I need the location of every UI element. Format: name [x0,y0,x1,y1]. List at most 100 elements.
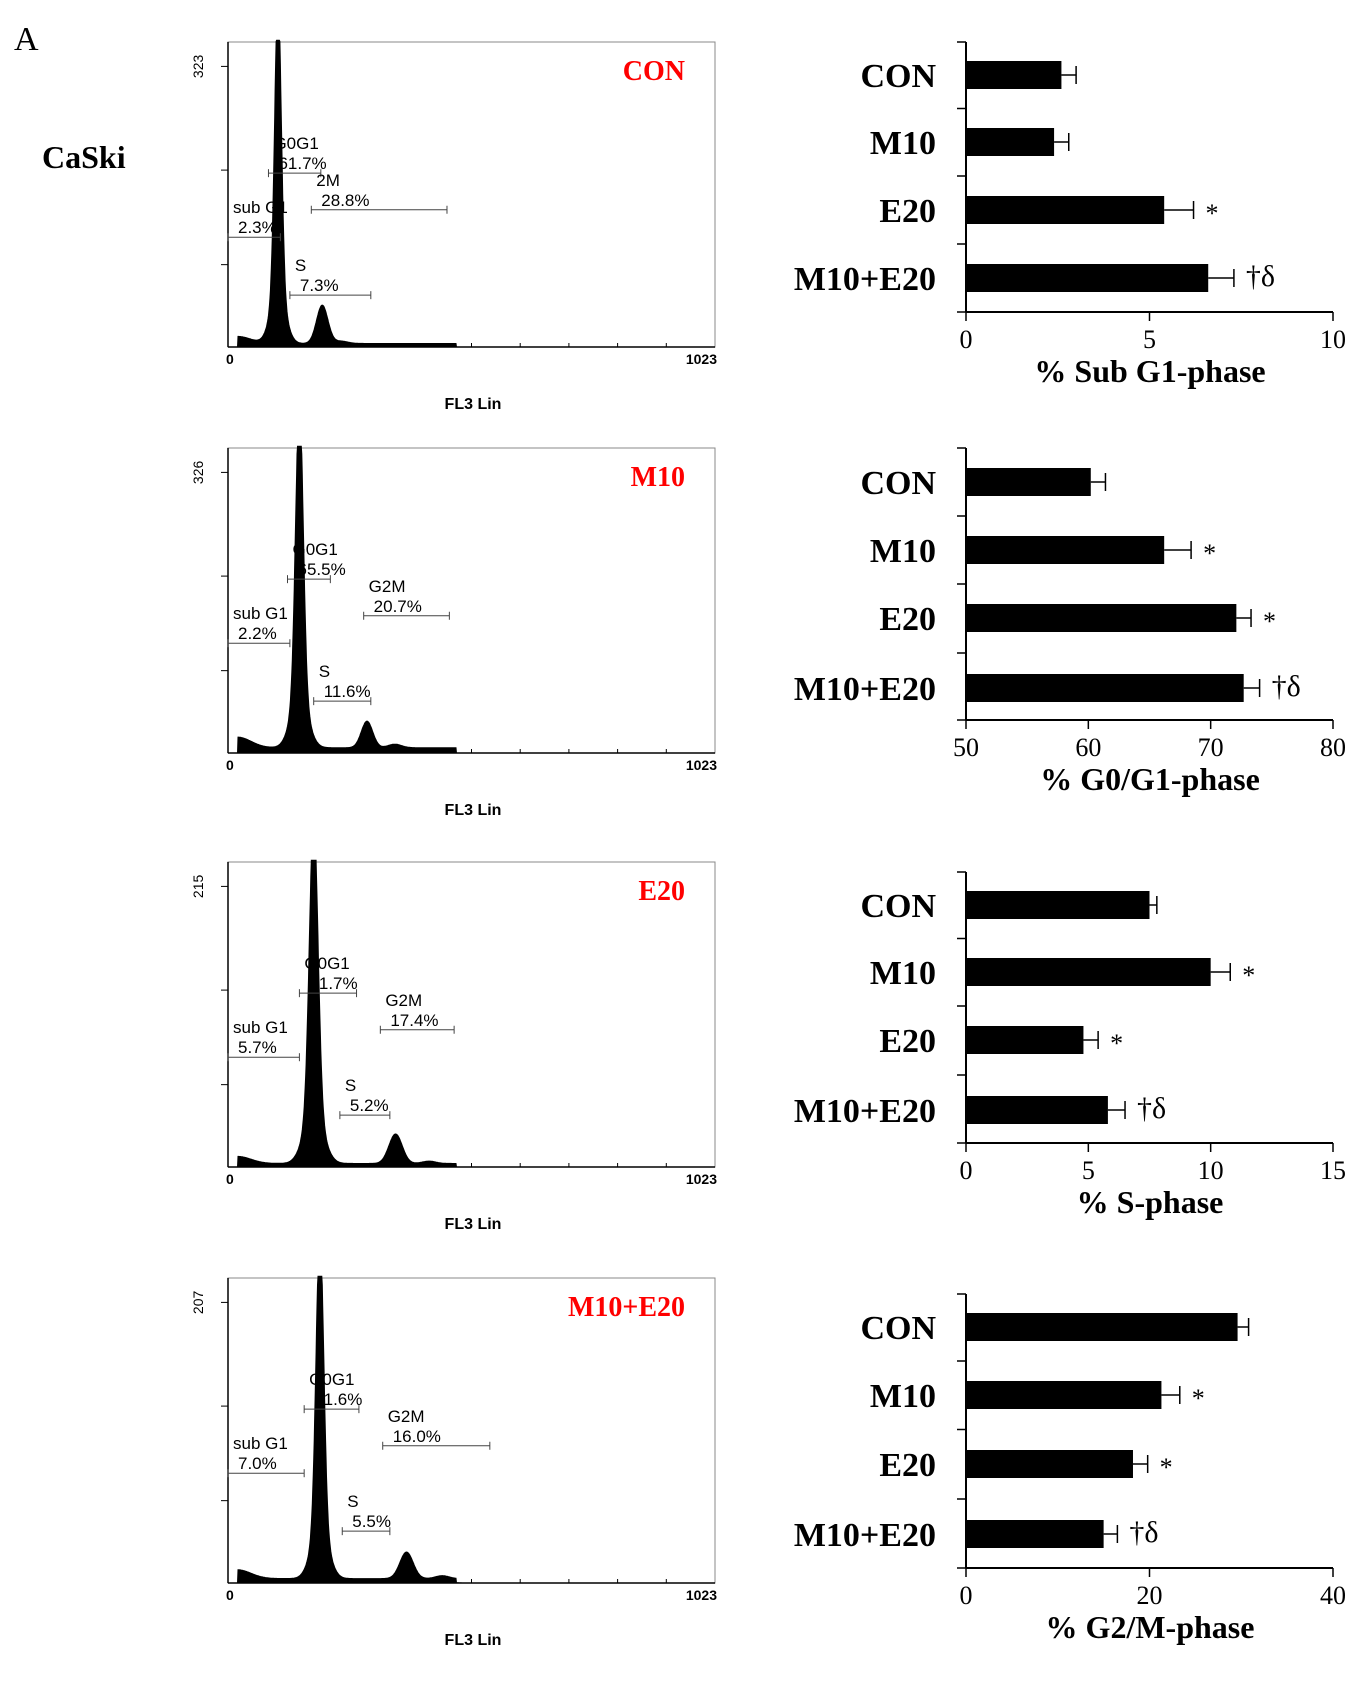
bar [966,1381,1162,1409]
bar-row-con: CON [860,1310,1250,1347]
gate-s: S5.5% [341,1492,391,1536]
gate-name: S [295,256,306,275]
bar-x-tick-label: 50 [953,733,979,762]
bar-category-label: M10 [870,955,936,992]
histogram-x-max-label: 1023 [686,757,717,773]
histogram-y-max-label: 326 [190,461,206,485]
bar-chart-1: 0 5 10 % Sub G1-phase CON M10 E20 * M10+E20 †δ [794,41,1346,389]
bar [966,674,1244,702]
gate-percent: 2.3% [238,218,277,237]
bar-category-label: M10+E20 [794,1093,936,1130]
bar-row-m10: M10 * [870,533,1216,570]
condition-label: E20 [638,876,685,907]
bar-x-tick-label: 10 [1198,1156,1224,1185]
bar-chart-2: 50 60 70 80 % G0/G1-phase CON M10 * E20 * M10+E20 †… [794,447,1346,797]
histogram-x-min-label: 0 [226,1587,234,1603]
bar [966,1450,1133,1478]
gate-percent: 7.0% [238,1454,277,1473]
histogram-panel-m10-plus-e20: 207 0 1023 FL3 Lin M10+E20 sub G17.0% G0G171.6… [190,1275,717,1649]
gate-sub-g1: sub G17.0% [227,1434,305,1478]
bar-x-tick-label: 10 [1320,325,1346,354]
bar-category-label: M10 [870,125,936,162]
gate-name: G2M [385,991,422,1010]
bar-category-label: E20 [879,193,936,230]
gate-s: S11.6% [313,662,372,706]
bar-row-m10-plus-e20: M10+E20 †δ [794,260,1275,298]
gate-percent: 16.0% [393,1427,441,1446]
bar-category-label: CON [860,888,936,925]
bar-x-axis-title: % S-phase [1077,1184,1224,1220]
bar-x-tick-label: 5 [1143,325,1156,354]
significance-marker: * [1242,961,1255,990]
bar-row-m10: M10 * [870,1378,1205,1415]
significance-marker: * [1206,199,1219,228]
gate-percent: 20.7% [374,597,422,616]
gate-percent: 5.2% [350,1096,389,1115]
gate-percent: 28.8% [321,191,369,210]
significance-marker: * [1160,1453,1173,1482]
bar-category-label: E20 [879,1447,936,1484]
bar [966,196,1165,224]
bar-category-label: E20 [879,601,936,638]
gate-percent: 5.5% [352,1512,391,1531]
histogram-x-max-label: 1023 [686,351,717,367]
histogram-x-min-label: 0 [226,757,234,773]
bar-row-m10: M10 [870,125,1070,162]
gate-sub-g1: sub G12.2% [227,604,291,648]
gate-name: G0G1 [293,540,338,559]
bar-category-label: M10+E20 [794,261,936,298]
bar-x-tick-label: 15 [1320,1156,1346,1185]
gate-name: sub G1 [233,1434,288,1453]
bar-category-label: CON [860,58,936,95]
bar [966,604,1237,632]
gate-s: S7.3% [289,256,372,300]
histogram-curve [231,445,495,754]
bar [966,264,1209,292]
gate-sub-g1: sub G12.3% [227,198,288,242]
bar-x-axis-title: % G0/G1-phase [1040,761,1260,797]
significance-marker: †δ [1129,1516,1158,1549]
gate-name: sub G1 [233,1018,288,1037]
gate-name: G0G1 [273,134,318,153]
histogram-frame [227,1277,716,1584]
significance-marker: * [1263,607,1276,636]
histogram-frame [227,41,716,348]
condition-label: M10 [631,462,685,493]
panel-label: A [14,21,39,58]
histogram-y-max-label: 323 [190,55,206,79]
bar [966,891,1150,919]
gate-name: G2M [369,577,406,596]
gate-sub-g1: sub G15.7% [227,1018,300,1062]
significance-marker: †δ [1272,670,1301,703]
histogram-x-axis-title: FL3 Lin [445,396,502,413]
histogram-x-axis-title: FL3 Lin [445,1216,502,1233]
bar-row-con: CON [860,888,1158,925]
bar-row-con: CON [860,58,1077,95]
histogram-x-max-label: 1023 [686,1587,717,1603]
bar [966,61,1062,89]
histogram-x-max-label: 1023 [686,1171,717,1187]
histogram-curve [231,1275,495,1584]
bar-category-label: E20 [879,1023,936,1060]
bar-category-label: M10 [870,533,936,570]
histogram-frame [227,861,716,1168]
bar [966,1520,1104,1548]
gate-name: S [345,1076,356,1095]
histogram-curve [231,39,495,348]
gate-name: sub G1 [233,198,288,217]
bar-x-axis-title: % G2/M-phase [1046,1609,1255,1645]
gate-percent: 17.4% [390,1011,438,1030]
histogram-y-max-label: 215 [190,875,206,899]
gate-percent: 61.7% [278,154,326,173]
bar [966,1096,1108,1124]
bar-row-con: CON [860,465,1107,502]
bar-category-label: CON [860,1310,936,1347]
bar-x-tick-label: 5 [1082,1156,1095,1185]
histogram-x-axis-title: FL3 Lin [445,802,502,819]
bar-chart-3: 0 5 10 15 % S-phase CON M10 * E20 * M10+E20 †δ [794,871,1346,1220]
bar-x-tick-label: 70 [1198,733,1224,762]
